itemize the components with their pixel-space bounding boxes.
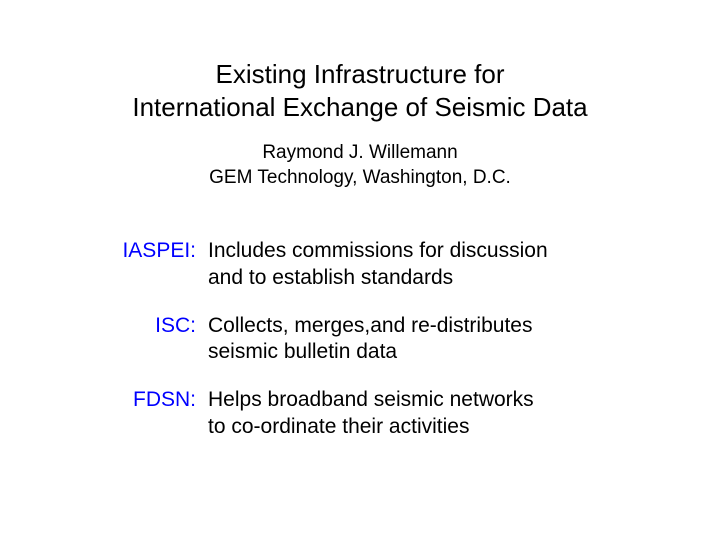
affiliation-line: GEM Technology, Washington, D.C. [0, 166, 720, 191]
content-list: IASPEI: Includes commissions for discuss… [0, 238, 720, 440]
item-label: FDSN: [92, 387, 202, 440]
desc-line: and to establish standards [208, 265, 640, 291]
desc-line: to co-ordinate their activities [208, 414, 640, 440]
author-line: Raymond J. Willemann [0, 141, 720, 166]
slide: Existing Infrastructure for Internationa… [0, 0, 720, 540]
item-desc: Includes commissions for discussion and … [202, 238, 640, 291]
item-label: IASPEI: [92, 238, 202, 291]
desc-line: Collects, merges,and re-distributes [208, 313, 640, 339]
desc-line: Helps broadband seismic networks [208, 387, 640, 413]
item-desc: Collects, merges,and re-distributes seis… [202, 313, 640, 366]
list-item: IASPEI: Includes commissions for discuss… [92, 238, 640, 291]
subtitle-block: Raymond J. Willemann GEM Technology, Was… [0, 141, 720, 190]
desc-line: Includes commissions for discussion [208, 238, 640, 264]
item-label: ISC: [92, 313, 202, 366]
list-item: ISC: Collects, merges,and re-distributes… [92, 313, 640, 366]
desc-line: seismic bulletin data [208, 339, 640, 365]
list-item: FDSN: Helps broadband seismic networks t… [92, 387, 640, 440]
title-block: Existing Infrastructure for Internationa… [0, 58, 720, 123]
title-line2: International Exchange of Seismic Data [0, 91, 720, 124]
title-line1: Existing Infrastructure for [0, 58, 720, 91]
item-desc: Helps broadband seismic networks to co-o… [202, 387, 640, 440]
